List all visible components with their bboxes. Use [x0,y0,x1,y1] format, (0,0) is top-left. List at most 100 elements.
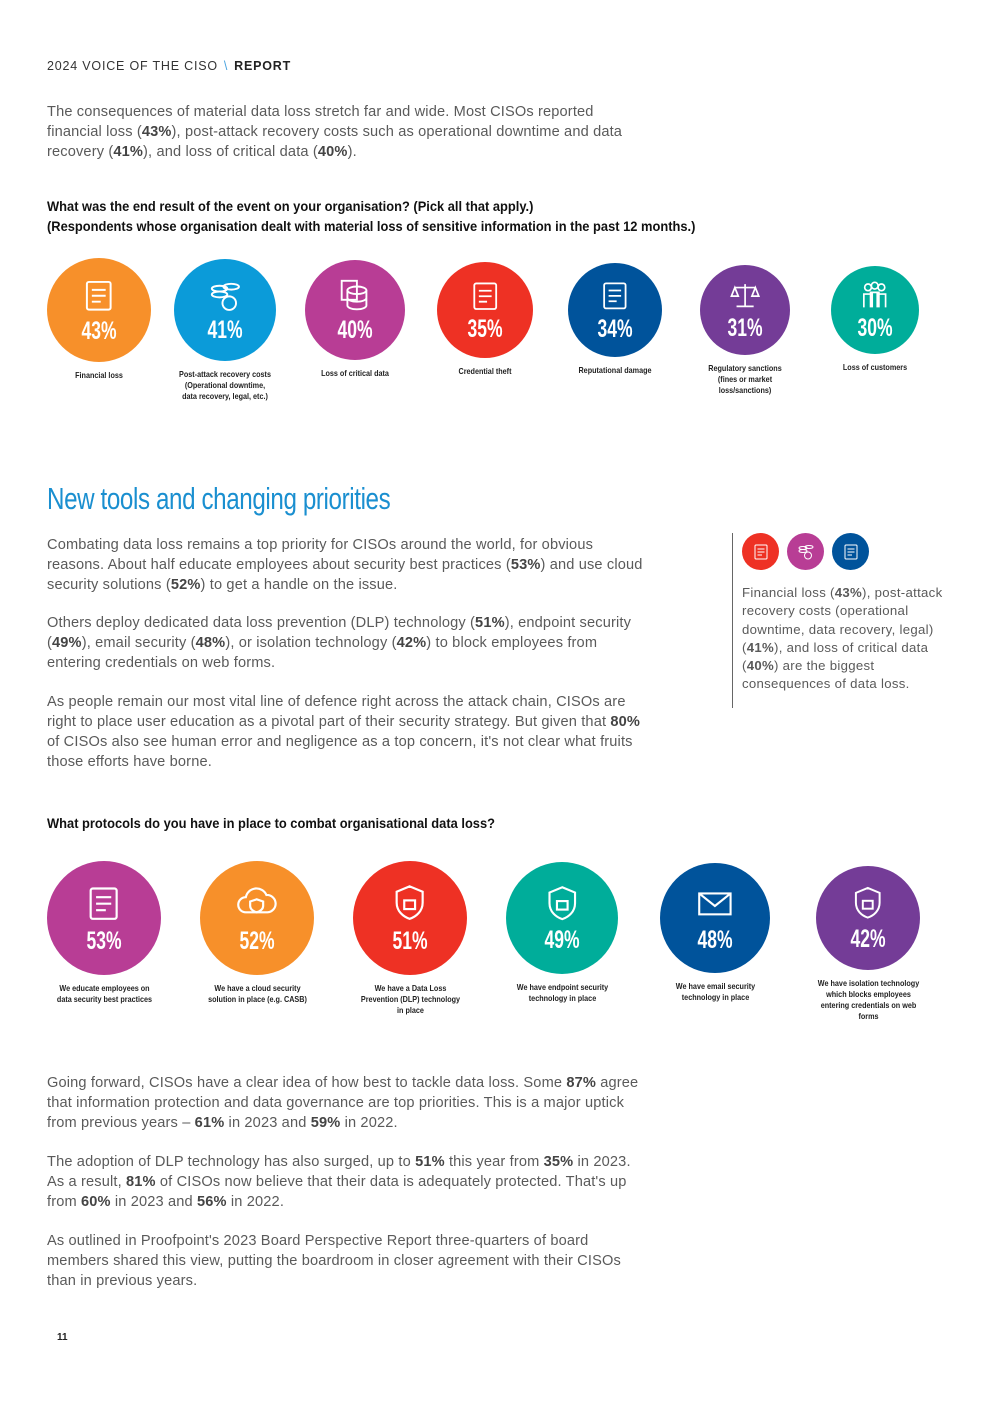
stat-item: 43% Financial loss [44,258,154,381]
stat-label: Post-attack recovery costs (Operational … [179,369,271,401]
highlight-value: 53% [510,557,541,573]
certificate-icon [603,282,627,310]
stat-label: We educate employees on data security be… [56,983,152,1004]
question-2: What protocols do you have in place to c… [47,815,496,831]
highlight-value: 41% [113,144,144,160]
stat-item: 31% Regulatory sanctions (fines or marke… [690,265,800,396]
highlight-value: 43% [141,124,172,140]
stat-circle: 43% [47,258,151,362]
document-icon [473,282,497,310]
text-run: As people remain our most vital line of … [47,694,626,730]
stat-label: We have a Data Loss Prevention (DLP) tec… [360,983,460,1015]
stat-value: 48% [697,925,733,954]
highlight-value: 51% [475,615,505,631]
report-header: 2024 VOICE OF THE CISO \ REPORT [47,59,291,73]
stat-item: 42% We have isolation technology which b… [806,866,931,1022]
stat-label: We have a cloud security solution in pla… [207,983,307,1004]
question-1: What was the end result of the event on … [47,196,947,236]
coins-icon [787,533,824,570]
text-run: in 2023 and [110,1194,198,1210]
highlight-value: 59% [310,1115,341,1131]
stat-item: 35% Credential theft [430,262,540,377]
text-run: As outlined in Proofpoint's 2023 Board P… [47,1233,621,1289]
stat-circle: 40% [305,260,405,360]
callout-icons [742,533,952,570]
scales-icon [730,284,760,308]
stat-item: 49% We have endpoint security technology… [500,862,625,1004]
stat-value: 31% [727,314,763,343]
text-run: agree that information protection and da… [47,1075,639,1131]
highlight-value: 61% [194,1115,225,1131]
paragraph-2: Others deploy dedicated data loss preven… [47,613,647,673]
shield-lock-icon [395,885,425,921]
text-run: in 2023 and [224,1115,311,1131]
money-icon [742,533,779,570]
cloud-shield-icon [237,887,278,914]
stat-item: 52% We have a cloud security solution in… [195,861,320,1005]
intro-paragraph: The consequences of material data loss s… [47,102,647,162]
stat-item: 34% Reputational damage [560,263,670,376]
text-run: in 2023. As a result, [47,1154,631,1190]
highlight-value: 49% [52,635,82,651]
question-1-text: What was the end result of the event on … [47,198,534,214]
closing-paragraph-3: As outlined in Proofpoint's 2023 Board P… [47,1231,647,1291]
question-1-subtext: (Respondents whose organisation dealt wi… [47,218,696,234]
highlight-value: 42% [396,635,427,651]
highlight-value: 52% [170,577,201,593]
text-run: ), post-attack recovery costs such as op… [47,124,623,160]
stat-label: We have isolation technology which block… [817,978,919,1021]
stat-value: 42% [850,924,886,953]
text-run: The adoption of DLP technology has also … [47,1154,416,1170]
text-run: ) and use cloud security solutions ( [47,557,643,593]
text-run: Going forward, CISOs have a clear idea o… [47,1075,567,1091]
report-title: 2024 VOICE OF THE CISO [47,59,218,73]
sidebar-callout: Financial loss (43%), post-attack recove… [732,533,952,708]
text-run: ), email security ( [81,635,196,651]
stat-circle: 31% [700,265,790,355]
stat-label: Loss of customers [842,362,908,372]
document-icon [832,533,869,570]
stat-value: 35% [467,315,503,344]
highlight-value: 40% [746,658,774,674]
stat-value: 43% [81,316,117,345]
text-run: in 2022. [226,1194,285,1210]
highlight-value: 51% [415,1154,445,1170]
stat-label: Financial loss [75,370,123,380]
text-run: ) to block employees from entering crede… [47,635,598,671]
database-icon [340,279,368,311]
stat-circle: 42% [816,866,920,970]
closing-paragraph-1: Going forward, CISOs have a clear idea o… [47,1073,647,1133]
browser-lock-icon [855,887,881,919]
stat-value: 40% [337,316,373,344]
stat-circle: 41% [174,259,276,361]
report-section: REPORT [234,59,292,73]
text-run: this year from [444,1154,544,1170]
text-run: ), and loss of critical data ( [742,639,929,674]
stat-value: 34% [597,314,633,343]
stat-circle: 30% [831,266,919,354]
highlight-value: 48% [195,635,226,651]
stat-circle: 35% [437,262,533,358]
stat-circle: 53% [47,861,161,975]
text-run: ) are the biggest consequences of data l… [742,658,910,692]
stat-item: 53% We educate employees on data securit… [42,861,167,1005]
highlight-value: 40% [317,144,348,160]
stat-value: 53% [86,926,122,955]
highlight-value: 41% [746,639,774,655]
email-shield-icon [698,892,732,916]
stat-circle: 49% [506,862,618,974]
stat-value: 41% [207,316,243,345]
text-run: ), or isolation technology ( [225,635,397,651]
stat-circle: 34% [568,263,662,357]
stat-label: Reputational damage [578,365,652,375]
stat-label: Loss of critical data [321,368,389,378]
stat-circle: 52% [200,861,314,975]
header-separator: \ [223,59,229,73]
text-run: ) to get a handle on the issue. [200,577,398,593]
coins-icon [210,282,240,311]
text-run: ), endpoint security ( [47,615,632,651]
people-icon [863,281,887,308]
stat-value: 52% [239,926,275,955]
stat-value: 49% [544,926,580,955]
text-run: The consequences of material data loss s… [47,104,594,140]
